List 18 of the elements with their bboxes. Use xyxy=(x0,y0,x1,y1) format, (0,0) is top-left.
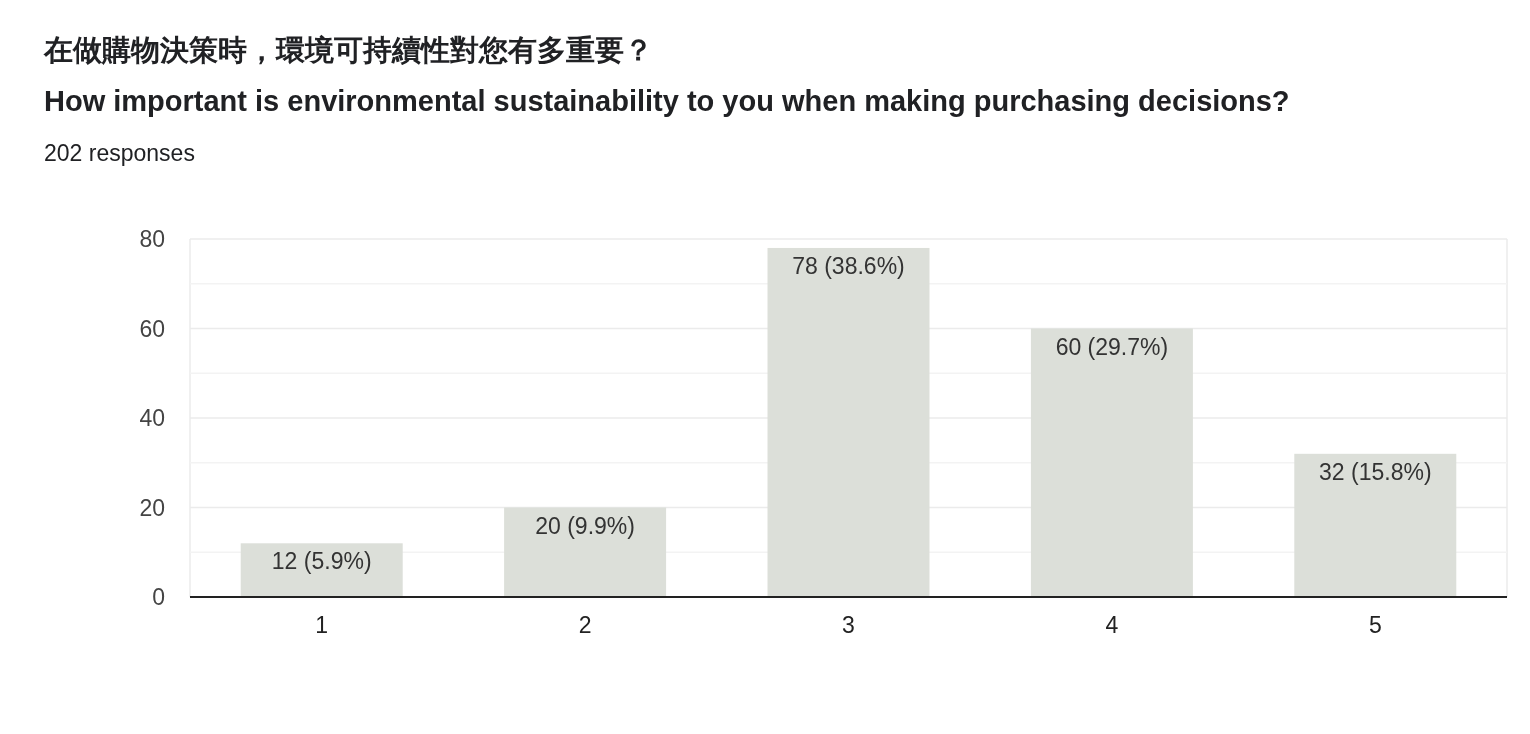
y-tick-label: 20 xyxy=(139,494,165,521)
data-label: 78 (38.6%) xyxy=(792,252,905,279)
y-tick-label: 40 xyxy=(139,405,165,432)
y-tick-label: 60 xyxy=(139,315,165,342)
x-tick-label: 1 xyxy=(315,612,329,638)
x-tick-label: 4 xyxy=(1105,612,1119,638)
data-label: 32 (15.8%) xyxy=(1319,458,1432,485)
y-tick-label: 80 xyxy=(139,226,165,253)
x-tick-label: 5 xyxy=(1368,612,1382,638)
x-tick-label: 2 xyxy=(578,612,592,638)
title: How important is environmental sustainability to you when making purchasing decisions? xyxy=(44,85,1290,117)
x-tick-label: 3 xyxy=(842,612,855,638)
data-label: 20 (9.9%) xyxy=(535,512,635,539)
title: 在做購物決策時，環境可持續性對您有多重要？ xyxy=(44,34,653,66)
data-label: 60 (29.7%) xyxy=(1055,333,1169,360)
data-label: 12 (5.9%) xyxy=(271,548,372,575)
subtitle: 202 responses xyxy=(44,140,195,166)
y-tick-label: 0 xyxy=(152,584,165,611)
